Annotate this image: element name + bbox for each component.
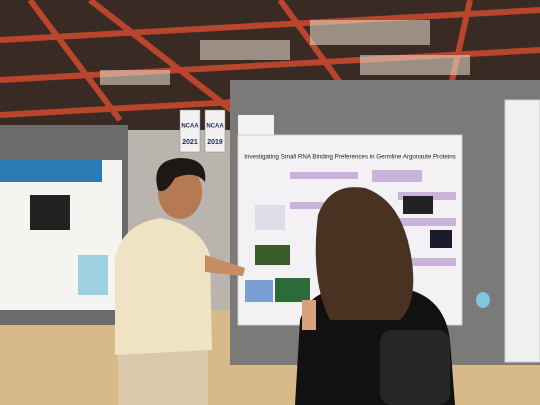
poster bbox=[504, 99, 540, 363]
banner: NCAA 2019 bbox=[204, 109, 226, 153]
cup bbox=[476, 292, 490, 308]
person bbox=[295, 187, 455, 405]
skylights bbox=[100, 20, 470, 85]
poster-figures bbox=[245, 196, 452, 302]
poster-title: Investigating Small RNA Binding Preferen… bbox=[244, 154, 456, 161]
poster-figure bbox=[30, 195, 70, 230]
poster-figure bbox=[78, 255, 108, 295]
banner-year: 2021 bbox=[182, 139, 198, 146]
poster-header bbox=[0, 160, 102, 182]
banner-label: NCAA bbox=[181, 124, 199, 130]
banner: NCAA 2021 bbox=[179, 109, 201, 153]
banner-label: NCAA bbox=[206, 124, 224, 130]
person bbox=[115, 158, 245, 405]
banner-year: 2019 bbox=[207, 139, 223, 146]
